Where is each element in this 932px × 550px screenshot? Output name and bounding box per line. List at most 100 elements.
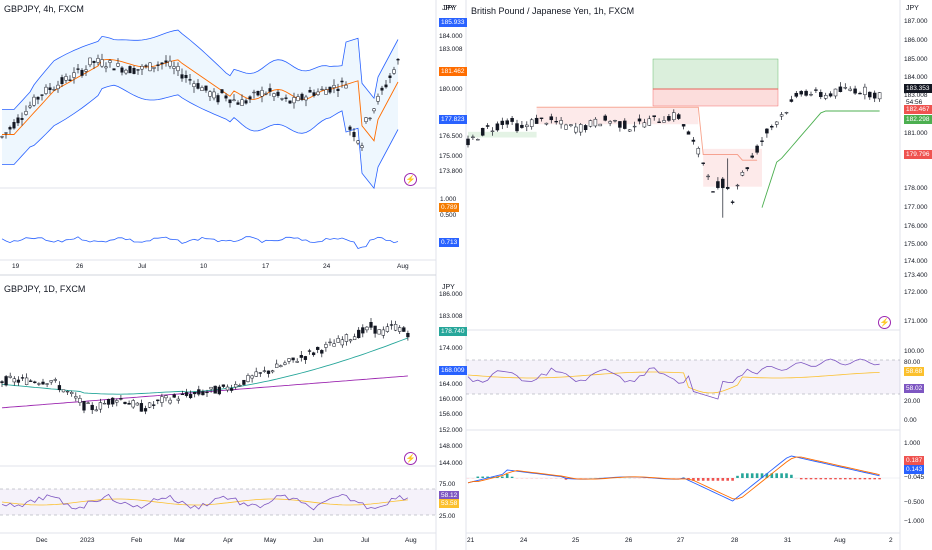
candle-body-1d <box>123 401 127 404</box>
candle-body-1h <box>681 124 686 127</box>
candle-body-1h <box>784 112 789 114</box>
price-axis-label-4h: 177.823 <box>439 115 467 124</box>
macd-histogram-bar-1h <box>530 478 533 479</box>
candle-body-1d <box>283 362 287 365</box>
candle-body-1d <box>402 327 406 332</box>
macd-histogram-bar-1h <box>682 477 685 478</box>
candle-body-1d <box>348 339 353 342</box>
candle-body-1d <box>94 409 98 412</box>
alert-bolt-icon-4h[interactable]: ⚡ <box>404 173 417 186</box>
candle-body-1d <box>127 402 131 405</box>
macd-histogram-bar-1h <box>819 478 823 480</box>
candle-body-1h <box>740 172 745 176</box>
candle-body-1h <box>868 91 872 98</box>
candle-body-1h <box>544 122 549 125</box>
price-axis-label-1h: 173.400 <box>904 272 928 279</box>
macd-histogram-bar-1h <box>667 478 671 479</box>
candle-body-4h <box>40 94 44 96</box>
candle-body-1h <box>755 145 759 153</box>
candle-body-4h <box>8 127 12 130</box>
candle-body-1h <box>525 124 529 127</box>
candle-body-4h <box>316 91 320 95</box>
macd-histogram-bar-1h <box>853 478 857 480</box>
candle-body-1h <box>627 129 632 132</box>
sub-axis-tag-4h: 0.789 <box>439 203 460 212</box>
candle-body-1h <box>569 124 573 126</box>
candle-body-1h <box>657 121 661 123</box>
candle-body-4h <box>76 68 80 70</box>
macd-histogram-bar-1h <box>848 478 852 480</box>
candle-body-1d <box>221 384 226 387</box>
candle-body-1d <box>324 344 328 348</box>
candle-body-1h <box>716 181 720 188</box>
candle-body-1h <box>735 184 740 187</box>
macd-histogram-bar-1h <box>599 477 602 479</box>
candle-body-1d <box>168 399 172 404</box>
candle-body-1d <box>33 381 37 384</box>
candle-body-1h <box>642 122 647 128</box>
candle-body-1d <box>4 376 8 386</box>
candle-body-4h <box>300 93 304 100</box>
candle-body-1h <box>843 87 848 89</box>
candle-body-4h <box>212 91 216 99</box>
sub-axis-label-4h: 1.000 <box>440 196 457 203</box>
candle-body-4h <box>88 57 92 66</box>
candle-body-4h <box>32 96 36 106</box>
candle-body-4h <box>156 64 160 66</box>
candle-body-1h <box>765 128 769 134</box>
candle-body-1h <box>819 92 823 98</box>
macd-histogram-bar-1h <box>697 478 700 481</box>
alert-bolt-icon-1d[interactable]: ⚡ <box>404 452 417 465</box>
candle-body-1h <box>603 115 607 121</box>
alert-bolt-icon-1h[interactable]: ⚡ <box>878 316 891 329</box>
candle-body-1h <box>466 138 470 146</box>
chart-4h-pane[interactable]: GBPJPY, 4h, FXCM JPY <box>0 0 457 272</box>
macd-histogram-bar-1h <box>638 478 641 479</box>
candle-body-1d <box>184 392 189 396</box>
price-axis-label-1d: 168.009 <box>439 366 467 375</box>
time-label-1h: 26 <box>625 537 633 544</box>
price-axis-label-1h: 186.000 <box>904 37 928 44</box>
macd-histogram-bar-1h <box>633 478 636 479</box>
candle-body-1h <box>799 91 803 95</box>
candle-body-1h <box>711 191 715 193</box>
candle-body-1h <box>721 178 725 189</box>
macd-histogram-bar-1h <box>510 476 514 478</box>
candle-body-1d <box>102 402 107 405</box>
candle-body-4h <box>364 117 368 122</box>
price-axis-label-1d: 144.000 <box>439 460 463 467</box>
candle-body-1d <box>70 392 74 394</box>
price-axis-label-1h: 178.000 <box>904 185 928 192</box>
support-zone-early-1h <box>468 131 537 138</box>
candle-body-4h <box>172 66 176 69</box>
rsi-axis-label-1d: 75.00 <box>439 481 456 488</box>
candle-body-4h <box>236 102 240 105</box>
rsi-axis-label-1h: 80.00 <box>904 359 921 366</box>
candle-body-1h <box>539 117 544 119</box>
candle-body-1d <box>197 389 201 395</box>
candle-body-1h <box>529 119 534 127</box>
candle-body-4h <box>4 132 8 134</box>
stop-zone-lower-1h <box>703 148 762 187</box>
price-axis-label-1h: 171.000 <box>904 318 928 325</box>
rsi-line-1d <box>1 493 409 511</box>
candle-body-4h <box>372 108 376 112</box>
candle-body-4h <box>28 105 32 108</box>
candle-body-4h <box>48 87 52 90</box>
time-label-1d: Jul <box>361 537 370 544</box>
macd-histogram-bar-1h <box>496 476 499 478</box>
candle-body-4h <box>128 66 132 74</box>
candle-body-1d <box>336 337 340 343</box>
candle-body-1d <box>147 402 152 408</box>
candle-body-4h <box>44 86 48 94</box>
candle-body-4h <box>268 88 272 92</box>
candle-body-4h <box>108 60 112 63</box>
macd-histogram-bar-1h <box>799 478 803 480</box>
candle-body-1h <box>515 123 519 132</box>
candle-body-4h <box>120 67 124 73</box>
macd-histogram-bar-1h <box>692 478 695 481</box>
candle-body-4h <box>124 69 128 74</box>
time-label-1h: 2 <box>889 537 893 544</box>
candle-body-1d <box>344 334 349 342</box>
